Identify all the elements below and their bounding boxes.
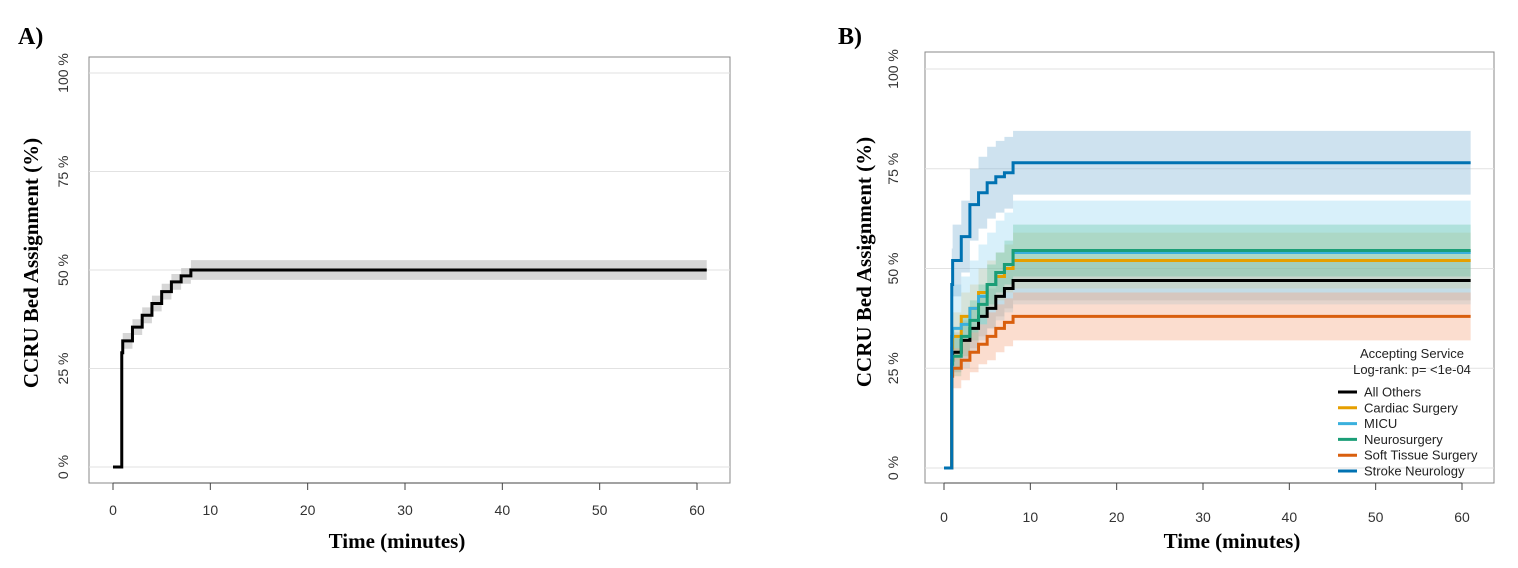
panel-b-x-tick-label: 60 — [1454, 509, 1470, 525]
panel-b-y-tick-label: 50 % — [885, 253, 901, 285]
panel-a-x-tick-label: 10 — [203, 502, 219, 518]
panel-b-ci-band-neurosurgery — [944, 224, 1471, 468]
panel-b-x-tick-label: 50 — [1368, 509, 1384, 525]
legend-label: Neurosurgery — [1364, 432, 1443, 447]
panel-b: B) 0 10 20 30 40 50 60 0 % 25 % 50 % 75 % 100 % Ti… — [838, 24, 1495, 553]
panel-b-x-tick-label: 0 — [940, 509, 948, 525]
panel-a-y-tick-label: 0 % — [55, 455, 71, 479]
legend: Accepting Service Log-rank: p= <1e-04 Al… — [1338, 346, 1478, 479]
panel-a-x-tick-label: 0 — [109, 502, 117, 518]
panel-a: A) 0 10 20 30 40 50 60 0 % 25 % 50 % 75 % 100 % Ti… — [18, 24, 731, 553]
legend-item-cardiac-surgery: Cardiac Surgery — [1338, 400, 1458, 415]
panel-a-x-tick-label: 40 — [495, 502, 511, 518]
legend-item-neurosurgery: Neurosurgery — [1338, 432, 1443, 447]
panel-b-curves — [944, 161, 1471, 470]
panel-b-label: B) — [838, 24, 862, 50]
panel-b-x-tick-label: 10 — [1023, 509, 1039, 525]
legend-title: Accepting Service — [1360, 346, 1464, 361]
panel-a-y-axis: 0 % 25 % 50 % 75 % 100 % — [55, 53, 71, 479]
panel-a-y-axis-title: CCRU Bed Assignment (%) — [19, 138, 43, 388]
legend-item-soft-tissue-surgery: Soft Tissue Surgery — [1338, 448, 1478, 463]
panel-a-x-tick-label: 20 — [300, 502, 316, 518]
panel-b-gridlines — [925, 68, 1494, 469]
legend-label: Cardiac Surgery — [1364, 400, 1458, 415]
panel-b-ci-band-micu — [944, 200, 1471, 469]
panel-a-ci-bands — [113, 260, 707, 467]
panel-b-y-axis-title: CCRU Bed Assignment (%) — [852, 137, 876, 387]
legend-item-micu: MICU — [1338, 416, 1397, 431]
panel-a-x-tick-label: 60 — [689, 502, 705, 518]
panel-b-y-tick-label: 25 % — [885, 352, 901, 384]
panel-b-y-axis: 0 % 25 % 50 % 75 % 100 % — [885, 49, 901, 480]
panel-b-x-axis-title: Time (minutes) — [1164, 529, 1301, 553]
panel-a-ci-band-overall — [113, 260, 707, 467]
panel-a-x-axis-title: Time (minutes) — [329, 529, 466, 553]
panel-a-y-tick-label: 100 % — [55, 53, 71, 93]
panel-b-ci-band-soft-tissue-surgery — [944, 292, 1471, 468]
panel-a-y-tick-label: 50 % — [55, 254, 71, 286]
panel-b-x-axis: 0 10 20 30 40 50 60 — [940, 482, 1470, 525]
panel-a-curves — [113, 268, 707, 469]
panel-a-label: A) — [18, 24, 43, 50]
panel-a-x-axis: 0 10 20 30 40 50 60 — [109, 482, 705, 518]
legend-item-stroke-neurology: Stroke Neurology — [1338, 464, 1465, 479]
panel-b-y-tick-label: 100 % — [885, 49, 901, 89]
legend-label: Soft Tissue Surgery — [1364, 448, 1478, 463]
panel-b-y-tick-label: 75 % — [885, 153, 901, 185]
legend-item-all-others: All Others — [1338, 385, 1422, 400]
legend-label: Stroke Neurology — [1364, 464, 1465, 479]
panel-a-x-tick-label: 30 — [397, 502, 413, 518]
panel-a-y-tick-label: 75 % — [55, 156, 71, 188]
legend-label: MICU — [1364, 416, 1397, 431]
legend-subtitle: Log-rank: p= <1e-04 — [1353, 362, 1471, 377]
legend-label: All Others — [1364, 385, 1422, 400]
panel-b-curve-stroke-neurology — [944, 161, 1471, 470]
panel-a-y-tick-label: 25 % — [55, 353, 71, 385]
panel-b-x-tick-label: 40 — [1282, 509, 1298, 525]
panel-b-ci-band-stroke-neurology — [944, 130, 1471, 468]
panel-b-y-tick-label: 0 % — [885, 456, 901, 480]
panel-b-x-tick-label: 20 — [1109, 509, 1125, 525]
panel-a-curve-overall — [113, 268, 707, 469]
panel-b-x-tick-label: 30 — [1195, 509, 1211, 525]
panel-a-x-tick-label: 50 — [592, 502, 608, 518]
